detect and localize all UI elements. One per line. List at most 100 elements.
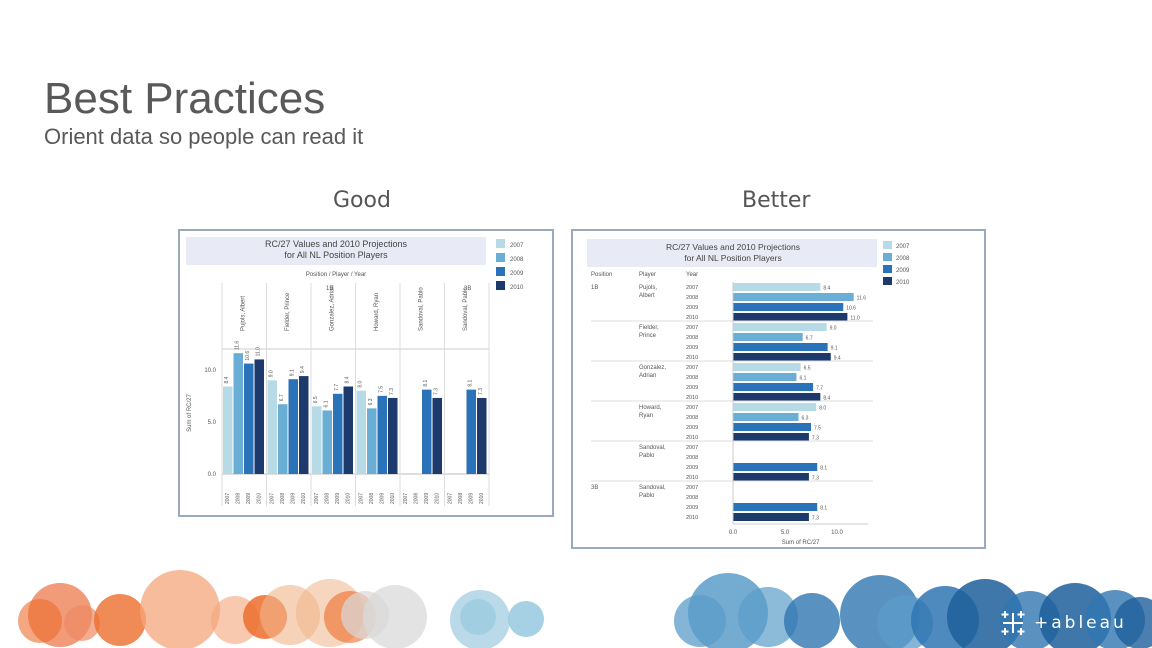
bar-value-label: 7.3 (389, 388, 395, 395)
bar-value-label: 7.3 (812, 476, 819, 482)
x-tick-label: 2010 (257, 493, 263, 504)
legend-swatch-2010 (883, 277, 892, 285)
x-axis-label: Sum of RC/27 (782, 540, 820, 546)
slide-title: Best Practices (44, 74, 326, 123)
year-label: 2009 (686, 305, 698, 311)
bar-value-label: 8.4 (345, 376, 351, 383)
bar-value-label: 6.7 (279, 394, 285, 401)
position-label: 3B (591, 485, 598, 491)
chart-title-line2: for All NL Position Players (684, 253, 781, 263)
better-chart-panel: RC/27 Values and 2010 Projections for All… (571, 229, 986, 549)
bar-2007 (733, 363, 801, 371)
bar-2010 (733, 513, 809, 521)
bar-value-label: 6.5 (313, 396, 319, 403)
bar-2007 (733, 403, 817, 411)
bar-2008 (367, 408, 377, 474)
bar-value-label: 8.0 (358, 380, 364, 387)
bar-value-label: 9.0 (830, 326, 837, 332)
year-label: 2010 (686, 475, 698, 481)
good-chart-panel: RC/27 Values and 2010 Projections for All… (178, 229, 554, 517)
decorative-bubbles (0, 565, 1152, 648)
year-label: 2008 (686, 375, 698, 381)
player-label: Gonzalez, Adrian (329, 285, 335, 331)
x-tick-label: 2009 (335, 493, 341, 504)
legend-label-2008: 2008 (896, 256, 910, 262)
bar-value-label: 7.3 (478, 388, 484, 395)
bar-value-label: 8.4 (224, 376, 230, 383)
player-label: Howard, Ryan (374, 293, 380, 331)
bar-2009 (377, 395, 387, 474)
year-label: 2009 (686, 345, 698, 351)
bar-value-label: 6.1 (799, 376, 806, 382)
year-label: 2007 (686, 365, 698, 371)
position-label-3B: 3B (464, 286, 471, 292)
legend-label-2010: 2010 (896, 280, 910, 286)
player-label: Pujols, (639, 285, 657, 291)
column-header-player: Player (639, 272, 656, 278)
bar-2008 (733, 413, 799, 421)
bar-value-label: 9.1 (290, 369, 296, 376)
position-label: 1B (591, 285, 598, 291)
bar-value-label: 9.4 (834, 356, 841, 362)
x-tick-label: 2009 (469, 493, 475, 504)
bar-value-label: 8.1 (423, 379, 429, 386)
x-tick-label: 2008 (369, 493, 375, 504)
tableau-cross-icon (1001, 611, 1025, 635)
x-tick-label: 2008 (458, 493, 464, 504)
chart-title-line1: RC/27 Values and 2010 Projections (265, 239, 407, 249)
bubble (460, 599, 496, 635)
legend-swatch-2008 (883, 253, 892, 261)
bar-value-label: 8.1 (820, 466, 827, 472)
bar-2009 (288, 379, 298, 474)
year-label: 2009 (686, 505, 698, 511)
bubble (140, 570, 220, 648)
position-label-1B: 1B (326, 286, 333, 292)
bar-2009 (733, 383, 814, 391)
bubble (1114, 597, 1152, 648)
year-label: 2009 (686, 385, 698, 391)
year-label: 2007 (686, 325, 698, 331)
bar-value-label: 9.0 (269, 370, 275, 377)
legend-label-2010: 2010 (510, 285, 524, 291)
y-tick-label: 10.0 (204, 368, 216, 374)
player-label: Fielder, (639, 325, 659, 331)
bubble (94, 594, 146, 646)
x-tick-label: 2010 (301, 493, 307, 504)
year-label: 2010 (686, 315, 698, 321)
x-tick-label: 2007 (225, 493, 231, 504)
year-label: 2010 (686, 395, 698, 401)
player-label: Ryan (639, 413, 653, 419)
bar-value-label: 6.7 (806, 336, 813, 342)
legend-swatch-2010 (496, 281, 505, 290)
y-tick-label: 5.0 (208, 420, 217, 426)
year-label: 2010 (686, 355, 698, 361)
legend-label-2009: 2009 (896, 268, 910, 274)
bubble (18, 599, 62, 643)
x-tick-label: 2010 (479, 493, 485, 504)
bubble (64, 605, 100, 641)
bar-2010 (733, 473, 809, 481)
bar-2010 (733, 393, 821, 401)
bar-value-label: 11.0 (850, 316, 860, 322)
bar-2010 (343, 386, 353, 474)
bar-2008 (233, 353, 243, 474)
bubble (508, 601, 544, 637)
x-tick-label: 2007 (448, 493, 454, 504)
bar-value-label: 11.0 (256, 347, 262, 357)
bubble (738, 587, 798, 647)
y-axis-label: Sum of RC/27 (187, 393, 193, 431)
year-label: 2007 (686, 485, 698, 491)
chart-title-band (587, 239, 877, 267)
x-tick-label: 2009 (424, 493, 430, 504)
better-label: Better (742, 188, 811, 213)
x-tick-label: 2008 (325, 493, 331, 504)
x-tick-label: 2009 (380, 493, 386, 504)
x-tick-label: 5.0 (781, 530, 790, 536)
column-header-year: Year (686, 272, 698, 278)
bar-value-label: 7.5 (814, 426, 821, 432)
chart-title-line2: for All NL Position Players (284, 250, 388, 260)
player-label: Sandoval, Pablo (418, 287, 424, 331)
bar-2010 (733, 433, 809, 441)
legend-swatch-2009 (496, 267, 505, 276)
x-tick-label: 2007 (270, 493, 276, 504)
